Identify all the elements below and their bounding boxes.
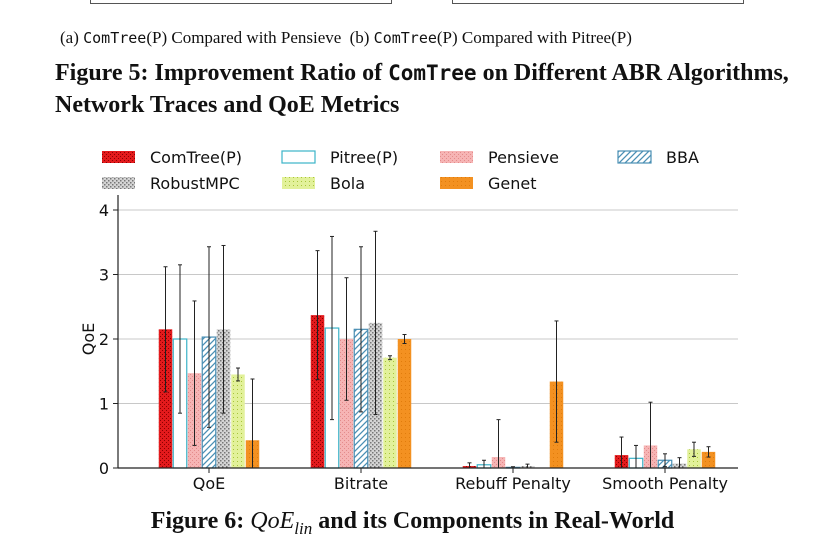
bar-genet-bitrate: [397, 339, 412, 468]
subfigure-a-frame: [90, 0, 392, 4]
bar-bola-bitrate: [383, 357, 397, 468]
legend-label-bba: BBA: [666, 148, 699, 167]
subfigure-b-frame: [452, 0, 744, 4]
bars-group: [158, 315, 716, 469]
qoe-lin-math: QoElin: [250, 508, 313, 538]
y-axis-label: QoE: [79, 323, 98, 356]
x-tick-label-bitrate: Bitrate: [334, 474, 388, 493]
error-bars-group: [163, 230, 711, 469]
subfigure-captions: (a) ComTree(P) Compared with Pensieve (b…: [60, 28, 632, 48]
bar-pensieve-bitrate: [339, 339, 354, 468]
bar-bola-smooth-penalty: [687, 449, 701, 468]
chart-legend: ComTree(P) Pitree(P) Pensieve BBA RobustMPC B…: [102, 148, 699, 193]
y-tick-label-0: 0: [99, 459, 109, 478]
bar-bola-qoe: [231, 374, 245, 468]
legend-label-pensieve: Pensieve: [488, 148, 559, 167]
bar-comtree-p-qoe: [158, 329, 173, 468]
bar-genet-smooth-penalty: [701, 451, 716, 468]
legend-label-robustmpc: RobustMPC: [150, 174, 240, 193]
x-tick-label-qoe: QoE: [193, 474, 226, 493]
bar-chart: ComTree(P) Pitree(P) Pensieve BBA RobustMPC B…: [79, 148, 738, 493]
legend-label-bola: Bola: [330, 174, 365, 193]
legend-swatch-pitree-p: [281, 150, 316, 164]
subcaption-b: (b) ComTree(P) Compared with Pitree(P): [349, 28, 632, 47]
y-tick-label-2: 2: [99, 330, 109, 349]
legend-swatch-pensieve: [440, 151, 473, 163]
legend-label-comtree-p: ComTree(P): [150, 148, 242, 167]
legend-swatch-genet: [440, 177, 473, 189]
axes: 0 1 2 3 4 QoE Bitrate Rebuff Penalty Smooth Pena…: [79, 195, 738, 493]
legend-swatch-comtree-p: [102, 151, 135, 163]
y-tick-label-4: 4: [99, 201, 109, 220]
subcaption-a: (a) ComTree(P) Compared with Pensieve: [60, 28, 342, 47]
figure-6-caption: Figure 6: QoElin and its Components in R…: [150, 508, 675, 538]
y-tick-label-1: 1: [99, 395, 109, 414]
x-tick-label-rebuff-penalty: Rebuff Penalty: [455, 474, 571, 493]
y-tick-label-3: 3: [99, 266, 109, 285]
legend-label-genet: Genet: [488, 174, 537, 193]
legend-swatch-robustmpc: [102, 177, 135, 189]
x-tick-label-smooth-penalty: Smooth Penalty: [602, 474, 728, 493]
figure-5-caption: Figure 5: Improvement Ratio of ComTree o…: [55, 60, 789, 118]
legend-swatch-bola: [282, 177, 315, 189]
bar-comtree-p-bitrate: [310, 315, 325, 468]
legend-label-pitree-p: Pitree(P): [330, 148, 398, 167]
legend-swatch-bba: [617, 150, 652, 164]
